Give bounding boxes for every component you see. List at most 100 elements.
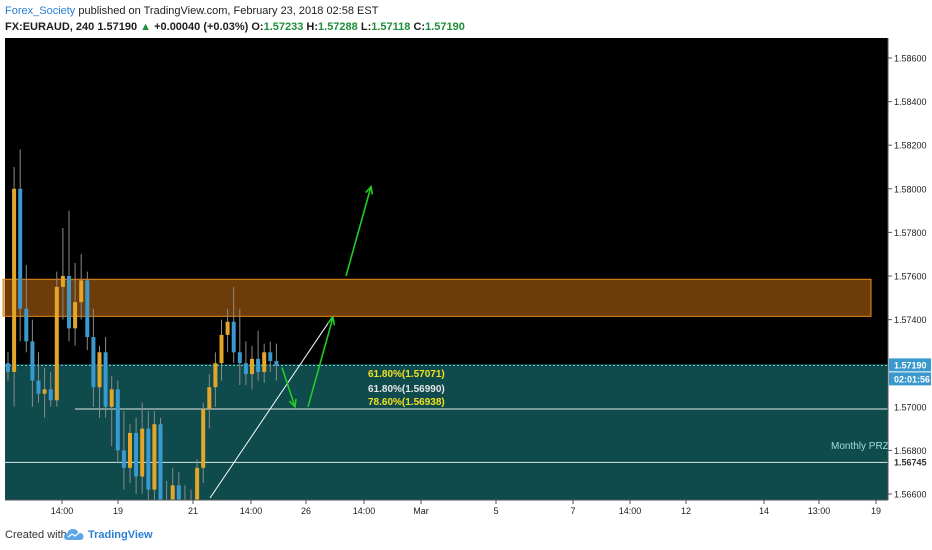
candle-body[interactable] xyxy=(12,188,17,372)
current-price-badge: 1.57190 xyxy=(894,360,927,370)
candle-body[interactable] xyxy=(268,352,273,362)
publish-info: Forex_Society published on TradingView.c… xyxy=(5,5,378,17)
candle-body[interactable] xyxy=(91,337,96,388)
published-text: published on TradingView.com, February 2… xyxy=(78,5,379,17)
fib-level-label: 78.60%(1.56938) xyxy=(368,397,445,408)
arrow-down-head xyxy=(288,398,297,409)
price-tick-label: 1.58600 xyxy=(894,54,927,64)
candle-body[interactable] xyxy=(262,352,267,372)
candle-body[interactable] xyxy=(231,321,236,353)
low-label: L: xyxy=(360,21,372,33)
candle-body[interactable] xyxy=(195,467,200,518)
candle-body[interactable] xyxy=(225,321,230,335)
chart-area[interactable]: 61.80%(1.57071) 61.80%(1.56990) 78.60%(1.5… xyxy=(0,38,932,520)
candle-body[interactable] xyxy=(176,485,181,503)
monthly-prz-badge: 1.56745 xyxy=(894,457,927,467)
time-tick-label: 14:00 xyxy=(619,506,642,516)
close-value: 1.57190 xyxy=(425,21,465,33)
candle-body[interactable] xyxy=(121,450,126,468)
support-zone xyxy=(5,364,888,500)
candlestick-chart[interactable]: 61.80%(1.57071) 61.80%(1.56990) 78.60%(1.5… xyxy=(0,38,932,520)
time-tick-label: 26 xyxy=(301,506,311,516)
candle-body[interactable] xyxy=(18,188,23,309)
arrow-up-short-head xyxy=(327,315,336,326)
time-tick-label: 21 xyxy=(188,506,198,516)
candle-body[interactable] xyxy=(60,276,65,287)
candle-body[interactable] xyxy=(158,424,163,503)
candle-body[interactable] xyxy=(207,387,212,409)
low-value: 1.57118 xyxy=(371,21,411,33)
price-tick-label: 1.58200 xyxy=(894,141,927,151)
candle-body[interactable] xyxy=(140,428,145,477)
monthly-prz-badge-bg xyxy=(889,455,931,469)
candle-body[interactable] xyxy=(73,302,78,329)
candle-body[interactable] xyxy=(146,428,151,490)
time-tick-label: 13:00 xyxy=(808,506,831,516)
time-tick-label: 5 xyxy=(493,506,498,516)
time-tick-label: 14 xyxy=(759,506,769,516)
time-tick-label: 14:00 xyxy=(51,506,74,516)
price-tick-label: 1.57000 xyxy=(894,402,927,412)
arrow-up-long-head xyxy=(365,184,374,195)
candle-body[interactable] xyxy=(42,389,47,394)
candle-body[interactable] xyxy=(201,408,206,468)
candle-body[interactable] xyxy=(54,286,59,401)
fib-level-label: 61.80%(1.57071) xyxy=(368,369,445,380)
change-up-icon: ▲ xyxy=(140,21,152,33)
price-tick-label: 1.58400 xyxy=(894,97,927,107)
arrow-down xyxy=(281,367,296,408)
price-change: +0.00040 (+0.03%) xyxy=(154,21,249,33)
candle-body[interactable] xyxy=(97,352,102,388)
high-label: H: xyxy=(306,21,319,33)
candle-body[interactable] xyxy=(85,280,90,338)
price-tick-label: 1.58000 xyxy=(894,184,927,194)
price-tick-label: 1.57400 xyxy=(894,315,927,325)
candle-body[interactable] xyxy=(237,352,242,364)
symbol-info: FX:EURAUD, 240 1.57190 ▲ +0.00040 (+0.03… xyxy=(5,21,465,33)
price-tick-label: 1.56600 xyxy=(894,490,927,500)
candle-body[interactable] xyxy=(213,363,218,388)
tradingview-cloud-icon xyxy=(64,529,84,540)
close-label: C: xyxy=(413,21,426,33)
arrow-up-long xyxy=(345,186,372,277)
candle-body[interactable] xyxy=(109,389,114,407)
price-tick-label: 1.56800 xyxy=(894,446,927,456)
candle-body[interactable] xyxy=(67,276,71,329)
price-axis[interactable] xyxy=(888,38,932,520)
created-with-text: Created with xyxy=(5,529,67,541)
monthly-prz-label: Monthly PRZ xyxy=(831,441,889,452)
candle-body[interactable] xyxy=(48,389,53,401)
candle-body[interactable] xyxy=(6,363,10,372)
tradingview-brand-link[interactable]: TradingView xyxy=(88,529,153,541)
time-tick-label: 12 xyxy=(681,506,691,516)
candle-body[interactable] xyxy=(30,341,35,381)
candle-body[interactable] xyxy=(79,280,84,303)
candle-body[interactable] xyxy=(219,334,224,364)
open-value: 1.57233 xyxy=(263,21,304,33)
candle-body[interactable] xyxy=(134,432,139,477)
candle-body[interactable] xyxy=(256,358,261,372)
fib-level-label: 61.80%(1.56990) xyxy=(368,384,445,395)
candle-body[interactable] xyxy=(152,424,157,490)
countdown-badge: 02:01:56 xyxy=(894,374,930,384)
time-tick-label: 7 xyxy=(570,506,575,516)
candle-body[interactable] xyxy=(24,308,29,342)
resistance-zone xyxy=(2,278,872,317)
candle-body[interactable] xyxy=(243,363,248,375)
time-axis[interactable] xyxy=(0,500,932,520)
candle-body[interactable] xyxy=(274,361,279,366)
candle-body[interactable] xyxy=(115,389,120,451)
candle-body[interactable] xyxy=(103,352,108,407)
time-tick-label: 19 xyxy=(113,506,123,516)
high-value: 1.57288 xyxy=(318,21,358,33)
last-price: 1.57190 xyxy=(97,21,138,33)
time-tick-label: 14:00 xyxy=(240,506,263,516)
countdown-badge-bg xyxy=(889,372,931,386)
current-price-badge-bg xyxy=(889,358,931,372)
candle-body[interactable] xyxy=(128,432,132,468)
arrow-up-short xyxy=(307,317,334,408)
candle-body[interactable] xyxy=(250,358,254,375)
candle-body[interactable] xyxy=(36,380,41,394)
author-link[interactable]: Forex_Society xyxy=(5,5,76,17)
time-tick-label: Mar xyxy=(413,506,429,516)
